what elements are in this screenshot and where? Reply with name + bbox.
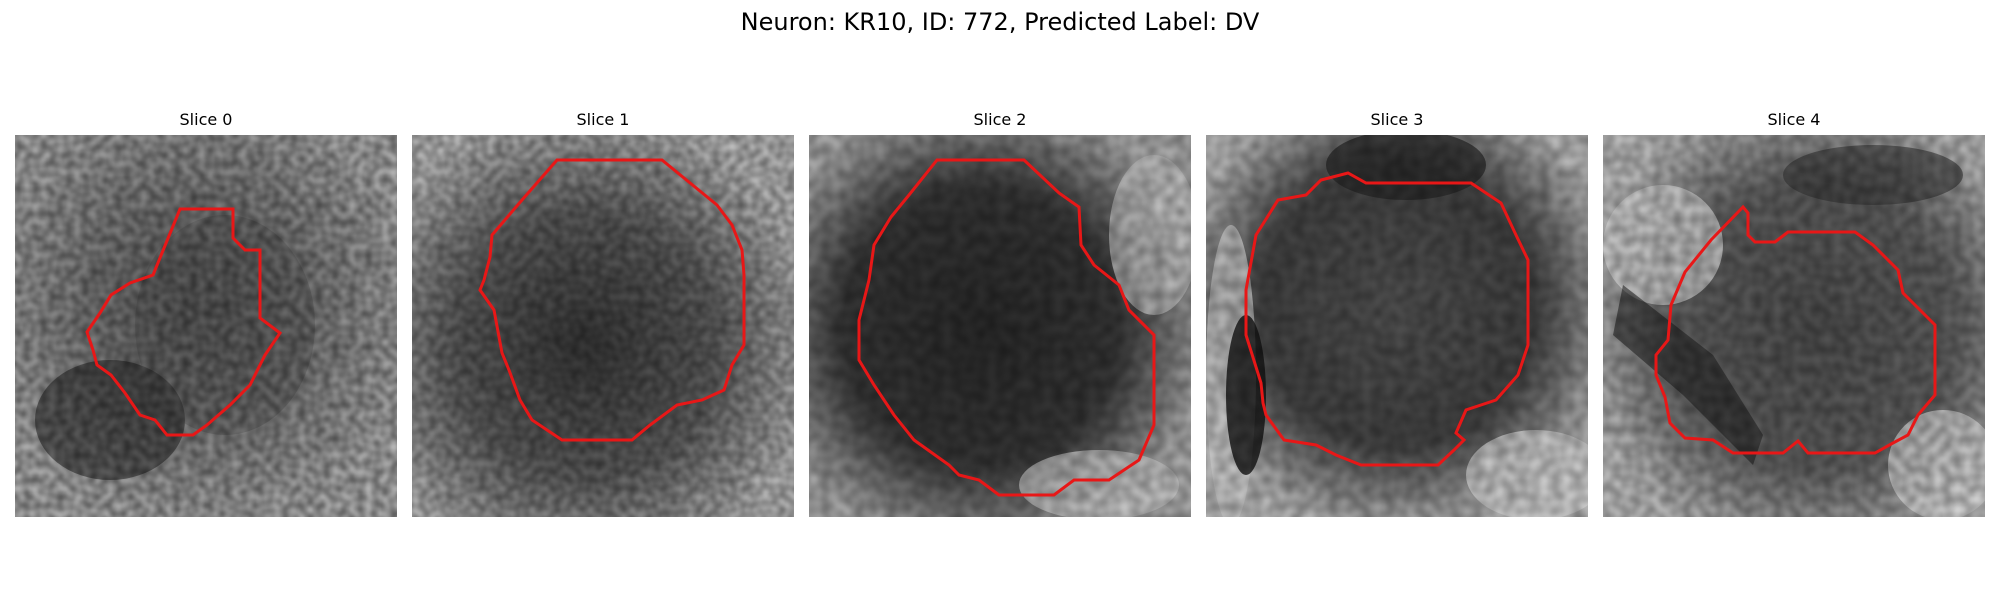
slice-image-0: [15, 135, 397, 517]
cell-outline-3: [1244, 171, 1530, 467]
cell-outline-4: [1654, 204, 1937, 455]
slice-image-4: [1603, 135, 1985, 517]
slice-title-3: Slice 3: [1370, 110, 1424, 129]
slice-image-3: [1206, 135, 1588, 517]
slice-image-1: [412, 135, 794, 517]
slice-panel-3: Slice 3: [1206, 110, 1588, 517]
cell-outline-1: [478, 158, 746, 442]
slice-panel-2: Slice 2: [809, 110, 1191, 517]
slice-panel-1: Slice 1: [412, 110, 794, 517]
slice-panel-4: Slice 4: [1603, 110, 1985, 517]
slice-image-2: [809, 135, 1191, 517]
cell-outline-0: [85, 207, 283, 437]
slice-title-0: Slice 0: [179, 110, 233, 129]
figure-title: Neuron: KR10, ID: 772, Predicted Label: …: [740, 8, 1260, 36]
slice-title-2: Slice 2: [973, 110, 1027, 129]
slice-title-4: Slice 4: [1767, 110, 1821, 129]
slice-title-1: Slice 1: [576, 110, 630, 129]
slice-panel-0: Slice 0: [15, 110, 397, 517]
cell-outline-2: [857, 158, 1156, 497]
